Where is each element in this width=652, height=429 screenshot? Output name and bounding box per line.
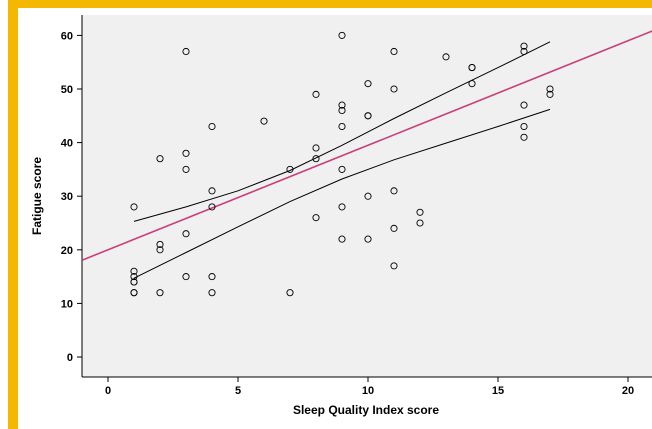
data-point [130, 267, 138, 275]
confidence-band [133, 41, 551, 279]
data-point [260, 117, 268, 125]
data-point [520, 47, 528, 56]
data-point [208, 187, 216, 195]
data-point [390, 85, 398, 93]
data-point [520, 122, 528, 131]
y-tick-label: 50 [61, 84, 73, 96]
y-axis-title: Fatigue score [30, 157, 44, 235]
data-point [364, 112, 372, 120]
plot-area [82, 15, 652, 377]
y-tick-label: 60 [61, 30, 73, 42]
y-tick-label: 30 [61, 191, 73, 203]
fit-line [82, 30, 652, 261]
data-point [182, 273, 190, 281]
data-point [338, 106, 346, 114]
data-point [468, 80, 476, 88]
y-tick-label: 20 [61, 245, 73, 257]
x-tick-label: 15 [492, 385, 504, 397]
data-point [208, 273, 216, 281]
x-tick-label: 0 [105, 385, 111, 397]
y-axis-ticks: 0 10 20 30 40 50 60 [61, 30, 82, 364]
confidence-band-lower [133, 108, 551, 279]
x-tick-label: 10 [362, 385, 374, 397]
x-tick-label: 20 [622, 385, 634, 397]
data-point [390, 47, 398, 56]
data-point [468, 64, 476, 72]
data-point [156, 246, 164, 254]
data-point [182, 149, 190, 157]
data-point [338, 165, 346, 173]
data-point [312, 90, 320, 98]
frame-border-top [8, 0, 652, 8]
data-point [442, 53, 450, 61]
fit-line-layer [82, 30, 652, 261]
x-tick-label: 5 [235, 385, 241, 397]
data-point [364, 80, 372, 88]
data-point [208, 289, 216, 297]
data-point [182, 165, 190, 173]
data-point [364, 235, 372, 243]
data-point [130, 273, 138, 281]
data-point [520, 42, 528, 50]
data-point [208, 203, 216, 211]
data-point [182, 230, 190, 238]
data-point [130, 278, 138, 286]
data-point [338, 203, 346, 211]
data-point [130, 203, 138, 211]
data-point [338, 122, 346, 131]
data-point [338, 31, 346, 39]
data-point [286, 165, 294, 173]
confidence-band-upper [133, 41, 551, 222]
y-tick-label: 40 [61, 138, 73, 150]
frame-border-left [8, 0, 18, 429]
x-axis-ticks: 0 5 10 15 20 [105, 377, 634, 397]
y-tick-label: 0 [67, 352, 73, 364]
data-point [156, 240, 164, 248]
data-point [520, 133, 528, 141]
data-point [208, 122, 216, 131]
data-point [130, 289, 138, 297]
data-point [546, 85, 554, 93]
data-point [338, 101, 346, 109]
data-point [520, 101, 528, 109]
data-point [338, 235, 346, 243]
data-point [156, 155, 164, 163]
y-tick-label: 10 [61, 298, 73, 310]
data-point [364, 192, 372, 200]
data-point [546, 90, 554, 98]
data-point [390, 187, 398, 195]
data-point [416, 208, 424, 216]
data-point [286, 289, 294, 297]
data-point [312, 214, 320, 222]
data-point [312, 155, 320, 163]
data-point [156, 289, 164, 297]
data-points [130, 31, 554, 297]
data-point [182, 47, 190, 56]
data-point [312, 144, 320, 152]
data-point [390, 224, 398, 232]
x-axis-title: Sleep Quality Index score [293, 403, 439, 417]
data-point [390, 262, 398, 270]
data-point [416, 219, 424, 227]
